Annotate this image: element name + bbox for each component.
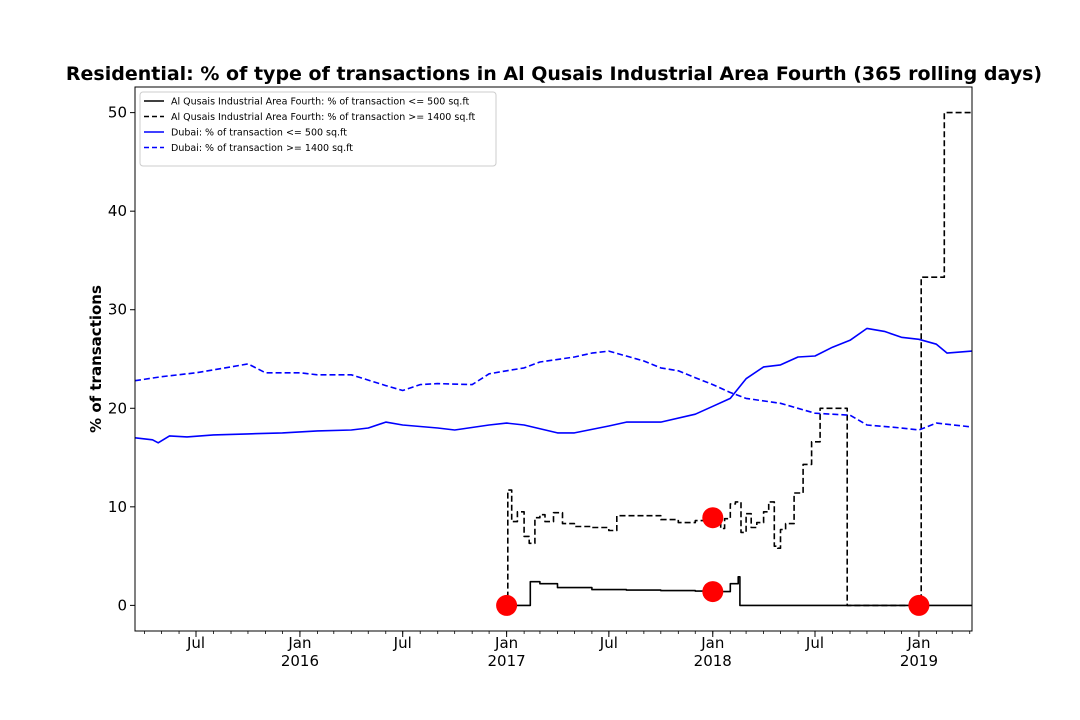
x-tick-year-2019: 2019 — [900, 652, 938, 670]
x-tick-label-2017-07-01: Jul — [599, 634, 618, 652]
y-tick-label-10: 10 — [108, 498, 127, 516]
x-tick-year-2018: 2018 — [694, 652, 732, 670]
highlight-marker-1 — [496, 594, 518, 616]
series-line-1-al-qusais-industrial-area-fourth-of-transaction-500-sq-ft — [506, 576, 972, 607]
series-line-2-al-qusais-industrial-area-fourth-of-transaction-1400-sq-ft — [506, 111, 972, 607]
x-tick-label-2018-01-01: Jan — [700, 634, 724, 652]
highlight-marker-2 — [702, 507, 724, 529]
x-tick-label-2018-07-01: Jul — [805, 634, 824, 652]
x-tick-label-2017-01-01: Jan — [494, 634, 518, 652]
highlight-marker-4 — [908, 594, 930, 616]
legend-box — [139, 91, 497, 167]
highlight-marker-3 — [702, 581, 724, 603]
legend: Al Qusais Industrial Area Fourth: % of t… — [139, 91, 497, 167]
chart-title: Residential: % of type of transactions i… — [66, 63, 1042, 85]
series-line-4-dubai-of-transaction-1400-sq-ft — [134, 350, 973, 431]
legend-label-2: Al Qusais Industrial Area Fourth: % of t… — [171, 112, 476, 123]
y-tick-label-30: 30 — [108, 301, 127, 319]
y-axis: 0 10 20 30 40 50 — [108, 104, 135, 614]
x-tick-year-2017: 2017 — [488, 652, 526, 670]
x-tick-year-2016: 2016 — [281, 652, 319, 670]
y-tick-label-40: 40 — [108, 202, 127, 220]
series-line-3-dubai-of-transaction-500-sq-ft — [134, 327, 973, 444]
x-tick-label-2019-01-01: Jan — [906, 634, 930, 652]
y-axis-label: % of transactions — [87, 285, 105, 433]
y-tick-label-50: 50 — [108, 104, 127, 122]
x-tick-label-2016-07-01: Jul — [393, 634, 412, 652]
x-tick-label-2016-01-01: Jan — [287, 634, 311, 652]
marker-layer — [496, 507, 930, 616]
legend-label-4: Dubai: % of transaction >= 1400 sq.ft — [171, 143, 353, 154]
series-layer — [134, 111, 973, 607]
x-tick-label-2015-07-01: Jul — [186, 634, 205, 652]
legend-label-1: Al Qusais Industrial Area Fourth: % of t… — [171, 97, 470, 108]
y-tick-label-20: 20 — [108, 399, 127, 417]
y-tick-label-0: 0 — [117, 596, 127, 614]
legend-label-3: Dubai: % of transaction <= 500 sq.ft — [171, 128, 347, 139]
plot-frame — [134, 86, 973, 632]
